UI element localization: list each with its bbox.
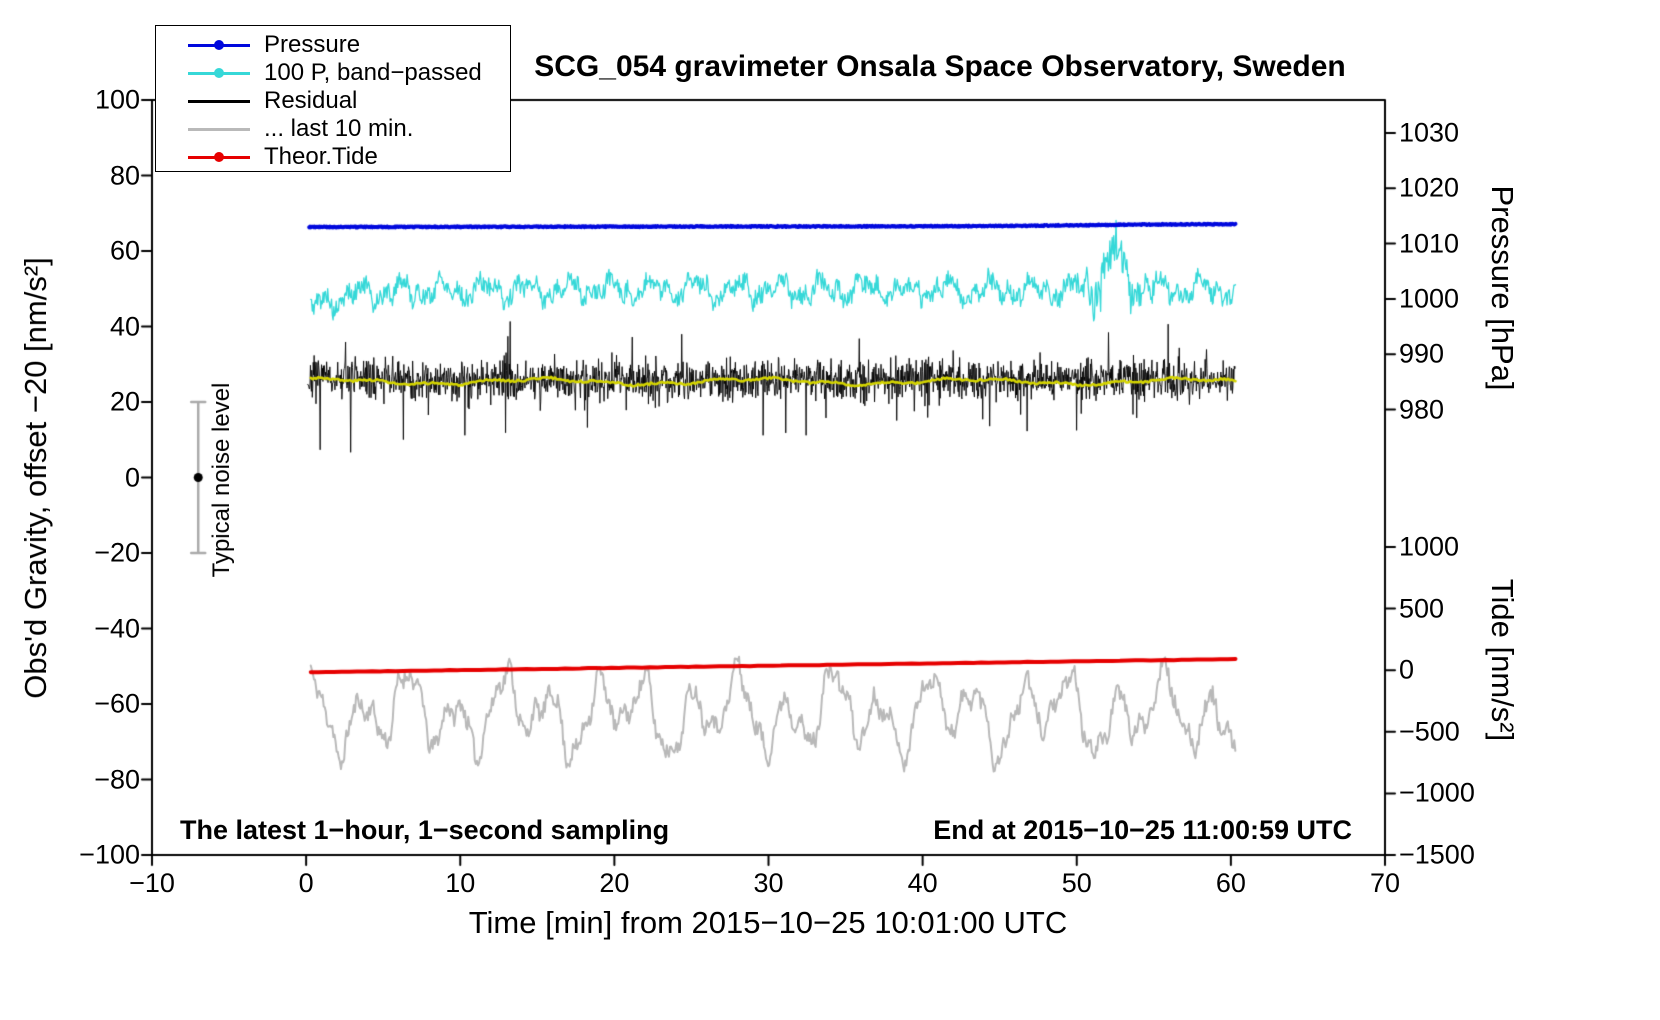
legend-line-swatch	[188, 99, 250, 103]
chart-title: SCG_054 gravimeter Onsala Space Observat…	[534, 50, 1346, 83]
gravity-tick-label: 40	[109, 311, 140, 341]
time-tick-label: 40	[907, 868, 938, 898]
time-tick-label: −10	[129, 868, 175, 898]
time-tick-label: 60	[1215, 868, 1246, 898]
gravity-tick-label: 100	[94, 84, 140, 115]
pressure-tick-label: 980	[1399, 394, 1445, 424]
legend-item-label: ... last 10 min.	[264, 115, 414, 142]
legend-line-swatch	[188, 68, 250, 78]
tide-tick-label: −1000	[1399, 777, 1475, 808]
gravity-tick-label: 0	[124, 462, 140, 492]
legend-line-swatch	[188, 152, 250, 162]
legend-line-swatch	[188, 40, 250, 50]
legend-item-1: 100 P, band−passed	[156, 59, 510, 87]
annotation-sampling: The latest 1−hour, 1−second sampling	[180, 815, 670, 845]
y-axis-label-gravity: Obs'd Gravity, offset −20 [nm/s²]	[18, 257, 53, 699]
pressure-tick-label: 1030	[1399, 117, 1460, 148]
noise-level-label: Typical noise level	[208, 382, 235, 578]
legend-item-2: Residual	[156, 87, 510, 115]
time-tick-label: 10	[445, 868, 476, 898]
pressure-tick-label: 1020	[1399, 172, 1460, 203]
gravity-tick-label: −40	[94, 613, 140, 643]
pressure-tick-label: 1010	[1399, 228, 1460, 259]
gravity-tick-label: 20	[109, 386, 140, 417]
tide-tick-label: 0	[1399, 654, 1415, 685]
pressure-tick-label: 1000	[1399, 283, 1460, 314]
gravity-tick-label: −60	[94, 688, 140, 719]
legend-item-3: ... last 10 min.	[156, 115, 510, 143]
gravity-tick-label: 80	[109, 160, 140, 190]
legend-marker-dot	[214, 68, 224, 78]
legend-item-label: Theor.Tide	[264, 143, 378, 170]
x-axis-label: Time [min] from 2015−10−25 10:01:00 UTC	[468, 905, 1068, 940]
legend-item-label: Residual	[264, 87, 358, 114]
legend-item-label: Pressure	[264, 31, 361, 58]
legend-item-label: 100 P, band−passed	[264, 59, 482, 86]
time-tick-label: 20	[599, 868, 630, 898]
legend-marker-dot	[214, 152, 224, 162]
y-axis-label-tide: Tide [nm/s²]	[1485, 578, 1520, 742]
gravity-tick-label: −20	[94, 537, 140, 568]
legend-line-swatch	[188, 127, 250, 131]
annotation-end: End at 2015−10−25 11:00:59 UTC	[933, 815, 1352, 845]
y-axis-label-pressure: Pressure [hPa]	[1485, 185, 1520, 391]
legend: Pressure 100 P, band−passed Residual... la…	[155, 25, 511, 172]
pressure-tick-label: 990	[1399, 338, 1445, 369]
legend-marker-dot	[214, 40, 224, 50]
legend-item-0: Pressure	[156, 31, 510, 59]
time-tick-label: 70	[1369, 868, 1401, 898]
legend-item-4: Theor.Tide	[156, 143, 510, 171]
tide-tick-label: −500	[1399, 716, 1460, 747]
gravity-tick-label: −80	[94, 764, 140, 794]
time-tick-label: 0	[298, 868, 314, 898]
time-tick-label: 50	[1061, 868, 1092, 898]
tide-tick-label: −1500	[1399, 839, 1475, 870]
time-tick-label: 30	[753, 868, 784, 898]
tide-tick-label: 1000	[1399, 531, 1460, 562]
gravity-tick-label: −100	[79, 839, 140, 870]
tide-tick-label: 500	[1399, 593, 1445, 624]
gravity-tick-label: 60	[109, 235, 140, 266]
